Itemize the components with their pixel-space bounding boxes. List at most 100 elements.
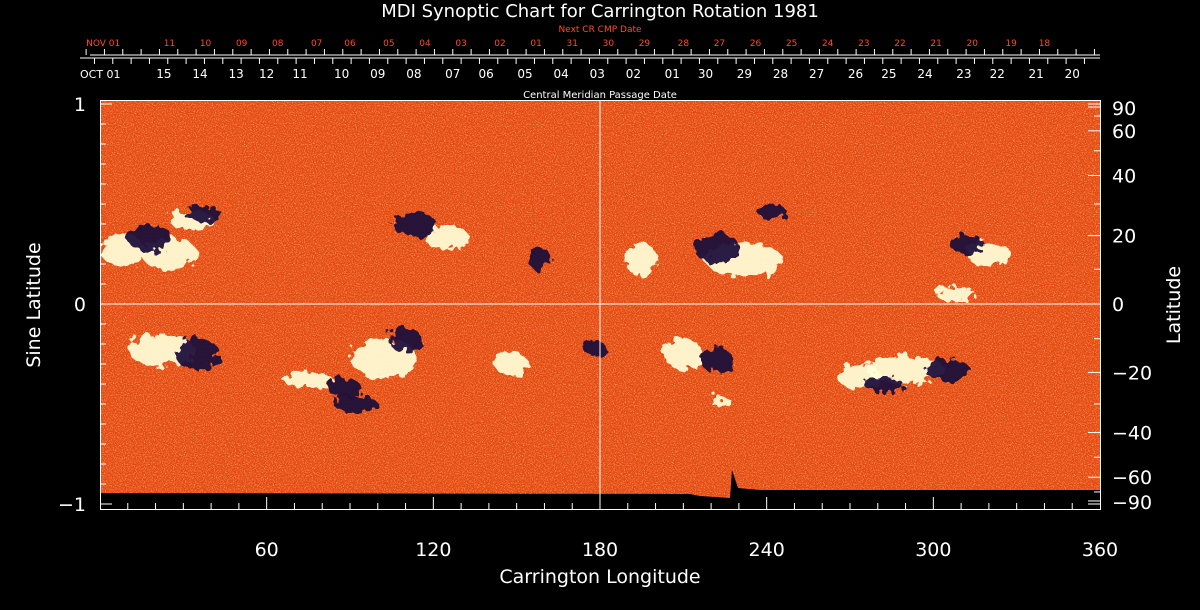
positive-region [708,396,731,404]
negative-region [527,246,551,270]
x-axis: 60 120 180 240 300 360 [127,497,1118,561]
next-cr-date-label: 06 [344,39,356,49]
cmp-date-label: 10 [334,67,349,81]
cmp-date-label: 28 [773,67,788,81]
y-right-tick-label: −90 [1112,492,1152,514]
y-left-tick-label: 0 [74,294,86,316]
south-pole-gap [101,470,1100,509]
cmp-date-label: 04 [553,67,568,81]
cmp-date-label: 01 [665,67,680,81]
x-tick-label: 360 [1082,539,1118,561]
plot-frame [100,100,1101,510]
y-axis-label-right: Latitude [1163,266,1185,344]
cmp-date-label: 26 [848,67,863,81]
cmp-date-label: 29 [737,67,752,81]
cmp-date-label: 13 [228,67,243,81]
next-cr-date-label: 22 [894,39,905,49]
cmp-date-axis: OCT 01 15 14 13 12 11 10 09 08 07 06 05 04 03 02 01 30 29… [80,57,1100,81]
next-cr-date-label: 07 [311,39,322,49]
negative-region [863,376,903,392]
positive-region [936,286,975,302]
y-right-tick-label: 90 [1112,98,1136,120]
active-regions [101,204,1012,412]
negative-region [925,358,970,382]
next-cr-date-label: 18 [1039,39,1051,49]
y-right-tick-label: 40 [1112,165,1136,187]
negative-region [175,338,220,370]
cmp-date-label: 27 [809,67,824,81]
cmp-axis-label: Central Meridian Passage Date [523,90,677,101]
next-cr-axis-label: Next CR CMP Date [558,25,642,35]
negative-region [950,234,984,254]
x-tick-label: 240 [749,539,785,561]
next-cr-date-label: 30 [603,39,615,49]
cmp-date-label: 21 [1028,67,1043,81]
chart-title: MDI Synoptic Chart for Carrington Rotati… [381,1,819,22]
next-cr-date-label: 29 [639,39,651,49]
y-right-tick-label: −60 [1112,467,1152,489]
y-left-tick-label: 1 [74,94,86,116]
next-cr-date-label: 27 [714,39,725,49]
next-cr-date-label: 05 [383,39,394,49]
cmp-date-label: 08 [406,67,421,81]
next-cr-date-label: 04 [419,39,431,49]
y-axis-left: 1 0 −1 [58,94,112,516]
negative-region [758,204,787,220]
cmp-date-label: 23 [956,67,971,81]
y-right-tick-label: −20 [1112,362,1152,384]
next-cr-date-label: 23 [858,39,869,49]
positive-region [625,244,659,276]
cmp-date-label: 09 [370,67,385,81]
next-cr-date-label: 09 [236,39,248,49]
negative-region [333,396,378,412]
cmp-date-label: 12 [259,67,274,81]
y-left-tick-label: −1 [58,494,86,516]
positive-region [425,226,470,250]
cmp-date-label: 22 [990,67,1005,81]
cmp-date-label: 24 [917,67,932,81]
next-cr-date-label: 08 [272,39,284,49]
negative-region [700,348,734,372]
x-tick-label: 120 [415,539,451,561]
x-tick-label: 60 [255,539,279,561]
y-right-tick-label: 60 [1112,121,1136,143]
cmp-date-label: 02 [626,67,641,81]
x-axis-label: Carrington Longitude [499,566,700,588]
cmp-date-label: 06 [478,67,493,81]
next-cr-date-label: 02 [494,39,505,49]
cmp-date-label: 03 [590,67,605,81]
next-cr-date-label: 03 [455,39,466,49]
cmp-date-label: 05 [517,67,532,81]
negative-region [391,212,437,236]
y-right-tick-label: −40 [1112,423,1152,445]
y-right-tick-label: 20 [1112,226,1136,248]
positive-region [494,352,528,376]
negative-region [127,224,173,252]
y-axis-label-left: Sine Latitude [23,242,45,367]
next-cr-date-label: 19 [1005,39,1017,49]
cmp-date-label: 20 [1065,67,1080,81]
next-cr-date-label: 11 [164,39,175,49]
negative-region [388,328,423,352]
negative-region [583,340,606,356]
cmp-date-label: 15 [156,67,171,81]
next-cr-date-label: 31 [566,39,577,49]
next-cr-date-label: 28 [678,39,690,49]
cmp-date-label: 25 [881,67,896,81]
next-cr-date-label: 26 [750,39,762,49]
cmp-date-label: 30 [698,67,713,81]
next-cr-date-label: 24 [822,39,834,49]
negative-region [694,232,739,264]
negative-region [183,206,223,222]
next-cr-date-axis: NOV 01 11 10 09 08 07 06 05 04 03 02 01 31 30 29 28 27 26… [85,39,1100,56]
crosshair [101,101,1100,509]
cmp-date-label: OCT 01 [80,68,121,81]
next-cr-date-label: 25 [786,39,797,49]
next-cr-date-label: 20 [966,39,978,49]
x-tick-label: 300 [915,539,951,561]
next-cr-date-label: 21 [930,39,941,49]
negative-region [327,378,362,398]
next-cr-date-label: 01 [530,39,541,49]
